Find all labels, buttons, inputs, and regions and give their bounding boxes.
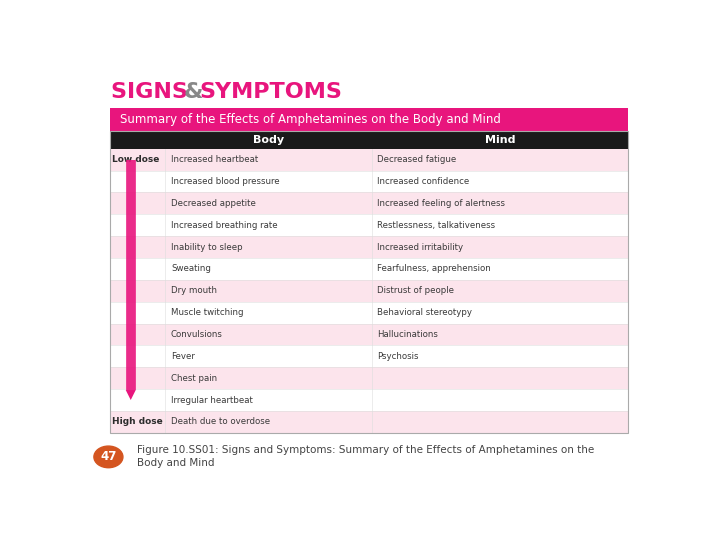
FancyBboxPatch shape — [109, 323, 629, 346]
Circle shape — [94, 446, 123, 468]
FancyBboxPatch shape — [109, 149, 629, 171]
Text: Fever: Fever — [171, 352, 195, 361]
Text: Figure 10.SS01: Signs and Symptoms: Summary of the Effects of Amphetamines on th: Figure 10.SS01: Signs and Symptoms: Summ… — [138, 446, 595, 469]
Text: Psychosis: Psychosis — [377, 352, 419, 361]
Text: Summary of the Effects of Amphetamines on the Body and Mind: Summary of the Effects of Amphetamines o… — [120, 113, 500, 126]
FancyBboxPatch shape — [109, 411, 629, 433]
Text: Increased blood pressure: Increased blood pressure — [171, 177, 279, 186]
FancyBboxPatch shape — [109, 109, 629, 131]
Text: &: & — [184, 82, 211, 102]
Text: Increased confidence: Increased confidence — [377, 177, 469, 186]
Text: Decreased appetite: Decreased appetite — [171, 199, 256, 208]
FancyBboxPatch shape — [109, 346, 629, 367]
Text: Convulsions: Convulsions — [171, 330, 222, 339]
FancyBboxPatch shape — [109, 236, 629, 258]
FancyBboxPatch shape — [109, 367, 629, 389]
FancyBboxPatch shape — [109, 302, 629, 323]
Text: Death due to overdose: Death due to overdose — [171, 417, 270, 427]
Text: SIGNS: SIGNS — [111, 82, 196, 102]
Text: Chest pain: Chest pain — [171, 374, 217, 383]
Text: Dry mouth: Dry mouth — [171, 286, 217, 295]
Text: 47: 47 — [100, 450, 117, 463]
FancyBboxPatch shape — [109, 258, 629, 280]
Text: Irregular heartbeat: Irregular heartbeat — [171, 395, 253, 404]
Text: Low dose: Low dose — [112, 155, 160, 164]
FancyBboxPatch shape — [109, 192, 629, 214]
Text: Increased irritability: Increased irritability — [377, 242, 464, 252]
FancyBboxPatch shape — [109, 280, 629, 302]
Text: SYMPTOMS: SYMPTOMS — [199, 82, 342, 102]
Text: High dose: High dose — [112, 417, 163, 427]
Text: Restlessness, talkativeness: Restlessness, talkativeness — [377, 221, 495, 230]
Text: Increased heartbeat: Increased heartbeat — [171, 155, 258, 164]
Text: Distrust of people: Distrust of people — [377, 286, 454, 295]
Text: Mind: Mind — [485, 135, 516, 145]
Text: Decreased fatigue: Decreased fatigue — [377, 155, 456, 164]
Text: Fearfulness, apprehension: Fearfulness, apprehension — [377, 265, 491, 273]
Text: Hallucinations: Hallucinations — [377, 330, 438, 339]
Text: Sweating: Sweating — [171, 265, 211, 273]
Text: Inability to sleep: Inability to sleep — [171, 242, 243, 252]
FancyBboxPatch shape — [109, 131, 629, 149]
Text: Muscle twitching: Muscle twitching — [171, 308, 243, 317]
Text: Body: Body — [253, 135, 284, 145]
Text: Increased feeling of alertness: Increased feeling of alertness — [377, 199, 505, 208]
Text: Behavioral stereotypy: Behavioral stereotypy — [377, 308, 472, 317]
FancyBboxPatch shape — [109, 171, 629, 192]
Text: Increased breathing rate: Increased breathing rate — [171, 221, 277, 230]
FancyBboxPatch shape — [109, 389, 629, 411]
FancyBboxPatch shape — [109, 214, 629, 236]
